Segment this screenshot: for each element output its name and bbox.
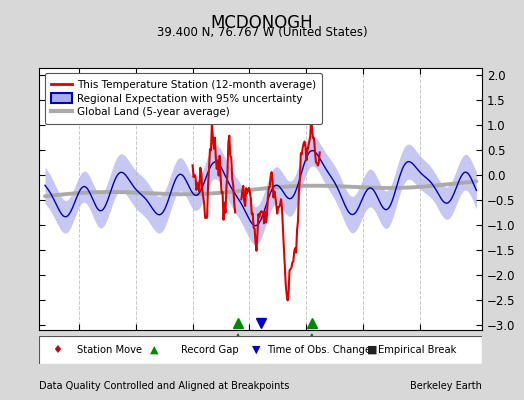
Text: ♦: ♦ [52,345,62,355]
Text: ▲: ▲ [150,345,158,355]
Text: Time of Obs. Change: Time of Obs. Change [267,345,372,355]
Text: MCDONOGH: MCDONOGH [211,14,313,32]
Text: Station Move: Station Move [77,345,142,355]
Text: Data Quality Controlled and Aligned at Breakpoints: Data Quality Controlled and Aligned at B… [39,381,290,391]
Text: 39.400 N, 76.767 W (United States): 39.400 N, 76.767 W (United States) [157,26,367,39]
Text: Berkeley Earth: Berkeley Earth [410,381,482,391]
Text: ▼: ▼ [252,345,260,355]
Text: Empirical Break: Empirical Break [378,345,456,355]
Legend: This Temperature Station (12-month average), Regional Expectation with 95% uncer: This Temperature Station (12-month avera… [45,73,322,124]
Text: ■: ■ [367,345,377,355]
FancyBboxPatch shape [39,336,482,364]
Text: Record Gap: Record Gap [181,345,238,355]
